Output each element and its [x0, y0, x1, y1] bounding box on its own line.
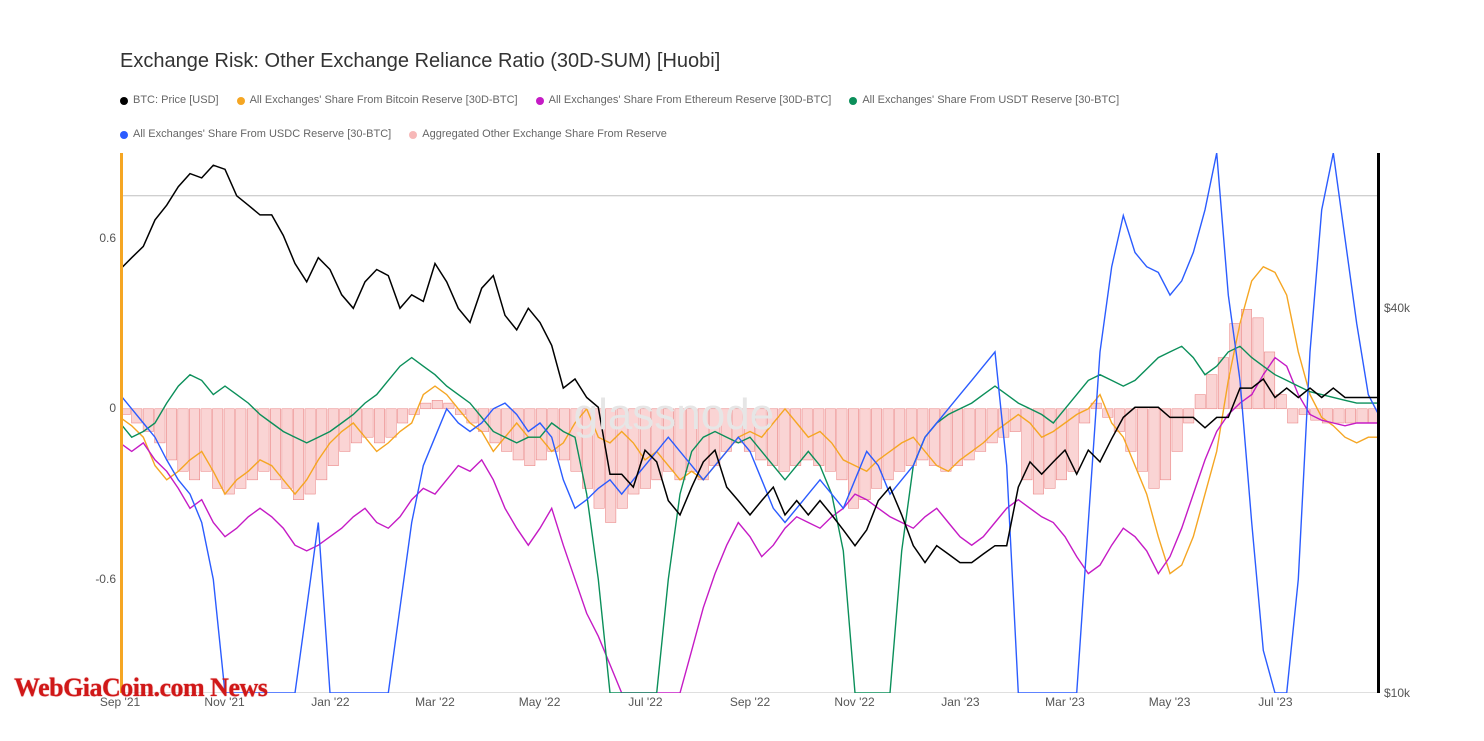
legend-item: All Exchanges' Share From Ethereum Reser… [536, 91, 832, 111]
y-left-tick: 0.6 [99, 231, 116, 245]
legend-label: All Exchanges' Share From USDC Reserve [… [133, 125, 391, 145]
y-right-tick: $10k [1384, 686, 1410, 700]
x-tick: Nov '22 [834, 695, 874, 709]
x-tick: Jan '22 [311, 695, 349, 709]
chart-container: Exchange Risk: Other Exchange Reliance R… [120, 50, 1400, 700]
y-left-tick: 0 [109, 401, 116, 415]
right-y-axis-line [1377, 153, 1380, 693]
legend-dot [237, 97, 245, 105]
x-tick: May '23 [1149, 695, 1191, 709]
y-axis-left: 0.6 0 -0.6 [80, 153, 116, 693]
x-axis: Sep '21Nov '21Jan '22Mar '22May '22Jul '… [120, 695, 1380, 715]
y-left-tick: -0.6 [95, 572, 116, 586]
legend-label: All Exchanges' Share From USDT Reserve [… [862, 91, 1119, 111]
x-tick: Mar '22 [415, 695, 455, 709]
legend-item: BTC: Price [USD] [120, 91, 219, 111]
legend-label: All Exchanges' Share From Ethereum Reser… [549, 91, 832, 111]
legend-label: Aggregated Other Exchange Share From Res… [422, 125, 667, 145]
legend-item: All Exchanges' Share From USDT Reserve [… [849, 91, 1119, 111]
y-axis-right: $40k$10k [1384, 153, 1424, 693]
legend-item: All Exchanges' Share From Bitcoin Reserv… [237, 91, 518, 111]
x-tick: Jul '22 [628, 695, 662, 709]
y-right-tick: $40k [1384, 301, 1410, 315]
legend-item: Aggregated Other Exchange Share From Res… [409, 125, 667, 145]
legend-label: BTC: Price [USD] [133, 91, 219, 111]
plot-svg [120, 153, 1380, 693]
legend-dot [409, 131, 417, 139]
left-y-axis-line [120, 153, 123, 693]
plot-area: glassnode 0.60-0.6 $40k$10k Sep '21Nov '… [120, 153, 1380, 693]
legend-label: All Exchanges' Share From Bitcoin Reserv… [250, 91, 518, 111]
chart-title: Exchange Risk: Other Exchange Reliance R… [120, 50, 1400, 73]
x-tick: Jul '23 [1258, 695, 1292, 709]
legend: BTC: Price [USD] All Exchanges' Share Fro… [120, 91, 1400, 145]
legend-dot [120, 97, 128, 105]
legend-item: All Exchanges' Share From USDC Reserve [… [120, 125, 391, 145]
legend-dot [536, 97, 544, 105]
legend-dot [849, 97, 857, 105]
legend-dot [120, 131, 128, 139]
x-tick: May '22 [519, 695, 561, 709]
watermark-logo: WebGiaCoin.com News [14, 673, 267, 703]
x-tick: Mar '23 [1045, 695, 1085, 709]
x-tick: Sep '22 [730, 695, 770, 709]
x-tick: Jan '23 [941, 695, 979, 709]
